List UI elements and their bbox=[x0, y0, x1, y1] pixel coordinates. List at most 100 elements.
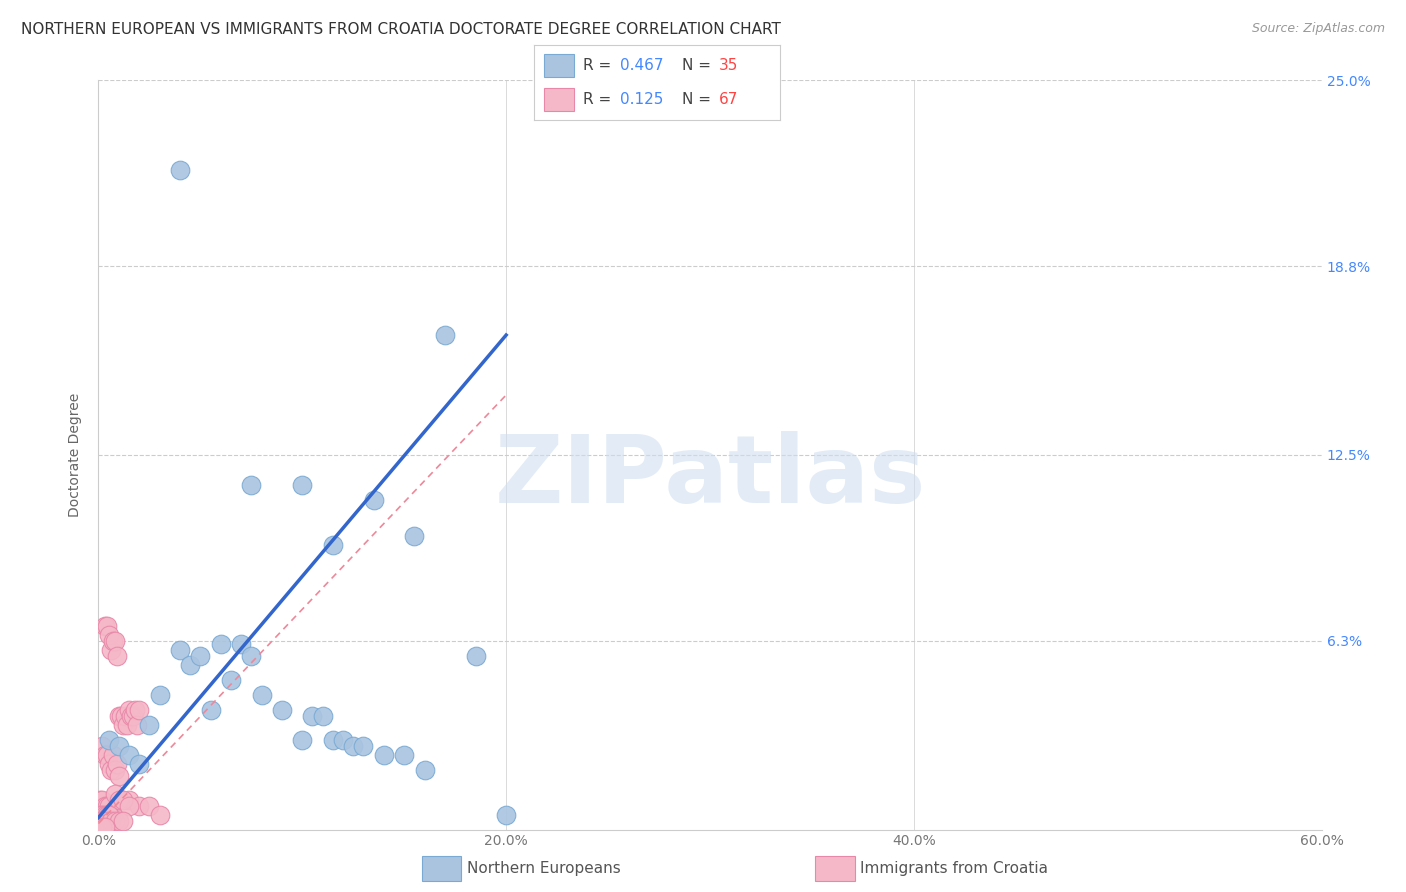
Bar bbox=[544, 54, 574, 78]
Point bbox=[89, 792, 111, 806]
Point bbox=[118, 792, 141, 806]
Point bbox=[89, 807, 111, 822]
Point bbox=[100, 807, 122, 822]
Point bbox=[188, 648, 212, 663]
Point bbox=[231, 637, 253, 651]
Text: N =: N = bbox=[682, 58, 716, 73]
Text: 0.467: 0.467 bbox=[620, 58, 664, 73]
Point bbox=[120, 708, 142, 723]
Point bbox=[495, 807, 517, 822]
Point bbox=[97, 628, 120, 642]
Point bbox=[352, 739, 374, 753]
Point bbox=[108, 708, 131, 723]
Point bbox=[96, 747, 118, 762]
Point bbox=[97, 732, 120, 747]
Point bbox=[105, 756, 128, 771]
Point bbox=[111, 792, 134, 806]
Point bbox=[100, 763, 122, 777]
Point bbox=[128, 703, 150, 717]
Point bbox=[89, 820, 111, 834]
Bar bbox=[544, 87, 574, 111]
Point bbox=[322, 732, 344, 747]
Point bbox=[96, 807, 118, 822]
Point bbox=[124, 703, 146, 717]
Point bbox=[122, 708, 145, 723]
Point bbox=[138, 717, 160, 731]
Point bbox=[392, 747, 416, 762]
Point bbox=[89, 816, 111, 830]
Point bbox=[91, 739, 114, 753]
Point bbox=[105, 648, 128, 663]
Point bbox=[93, 807, 115, 822]
Point bbox=[101, 807, 124, 822]
Point bbox=[149, 688, 172, 702]
Point bbox=[413, 763, 436, 777]
Point bbox=[312, 708, 335, 723]
Point bbox=[200, 703, 222, 717]
Point bbox=[464, 648, 486, 663]
Point bbox=[404, 529, 426, 543]
Point bbox=[179, 657, 201, 672]
Point bbox=[169, 642, 191, 657]
Text: Immigrants from Croatia: Immigrants from Croatia bbox=[860, 862, 1049, 876]
Point bbox=[96, 814, 118, 828]
Point bbox=[96, 798, 118, 813]
Text: Source: ZipAtlas.com: Source: ZipAtlas.com bbox=[1251, 22, 1385, 36]
Point bbox=[111, 717, 134, 731]
Point bbox=[108, 739, 131, 753]
Point bbox=[108, 814, 131, 828]
Point bbox=[291, 732, 314, 747]
Point bbox=[250, 688, 273, 702]
Point bbox=[104, 763, 127, 777]
Point bbox=[434, 328, 457, 343]
Point bbox=[96, 619, 118, 633]
Point bbox=[240, 648, 263, 663]
Text: R =: R = bbox=[583, 58, 617, 73]
Point bbox=[332, 732, 354, 747]
Point bbox=[169, 163, 191, 178]
Point bbox=[89, 820, 111, 834]
Point bbox=[91, 807, 114, 822]
Point bbox=[101, 747, 124, 762]
Point bbox=[127, 717, 149, 731]
Point bbox=[91, 816, 114, 830]
Point bbox=[100, 642, 122, 657]
Point bbox=[93, 798, 115, 813]
Point bbox=[108, 769, 131, 783]
Text: 35: 35 bbox=[718, 58, 738, 73]
Point bbox=[93, 619, 115, 633]
Point bbox=[111, 814, 134, 828]
Point bbox=[100, 814, 122, 828]
Text: Northern Europeans: Northern Europeans bbox=[467, 862, 620, 876]
Point bbox=[138, 798, 160, 813]
Text: 0.125: 0.125 bbox=[620, 92, 664, 107]
Point bbox=[91, 820, 114, 834]
Point bbox=[115, 717, 138, 731]
Text: NORTHERN EUROPEAN VS IMMIGRANTS FROM CROATIA DOCTORATE DEGREE CORRELATION CHART: NORTHERN EUROPEAN VS IMMIGRANTS FROM CRO… bbox=[21, 22, 780, 37]
Point bbox=[93, 816, 115, 830]
Point bbox=[93, 814, 115, 828]
Text: 67: 67 bbox=[718, 92, 738, 107]
Point bbox=[101, 633, 124, 648]
Y-axis label: Doctorate Degree: Doctorate Degree bbox=[69, 392, 83, 517]
Point bbox=[89, 814, 111, 828]
Point bbox=[373, 747, 395, 762]
Point bbox=[89, 816, 111, 830]
Point bbox=[104, 633, 127, 648]
Point bbox=[114, 708, 136, 723]
Point bbox=[301, 708, 323, 723]
Point bbox=[104, 787, 127, 801]
Point bbox=[97, 798, 120, 813]
Point bbox=[128, 756, 150, 771]
Point bbox=[104, 814, 127, 828]
Point bbox=[110, 708, 132, 723]
Point bbox=[93, 747, 115, 762]
Point bbox=[91, 816, 114, 830]
Point bbox=[91, 792, 114, 806]
Point bbox=[89, 820, 111, 834]
Point bbox=[118, 747, 141, 762]
Point bbox=[240, 478, 263, 492]
Point bbox=[363, 492, 385, 507]
Point bbox=[97, 807, 120, 822]
Text: ZIPatlas: ZIPatlas bbox=[495, 432, 925, 524]
